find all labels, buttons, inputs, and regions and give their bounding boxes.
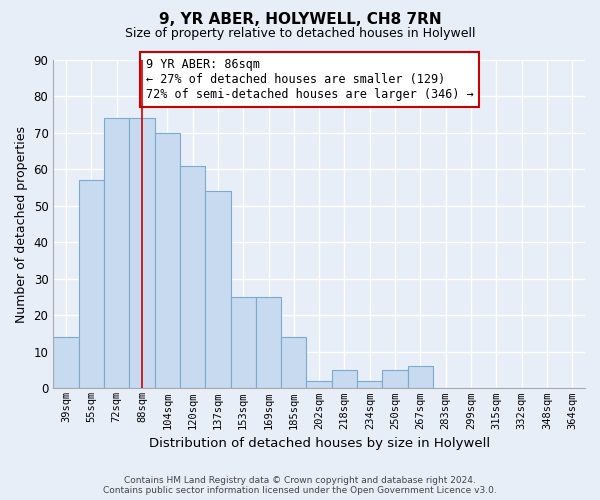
Bar [129,118,155,388]
Bar [155,133,180,388]
X-axis label: Distribution of detached houses by size in Holywell: Distribution of detached houses by size … [149,437,490,450]
Bar [230,297,256,388]
Bar [256,297,281,388]
Text: Contains HM Land Registry data © Crown copyright and database right 2024.
Contai: Contains HM Land Registry data © Crown c… [103,476,497,495]
Bar [104,118,129,388]
Text: Size of property relative to detached houses in Holywell: Size of property relative to detached ho… [125,28,475,40]
Bar [357,381,382,388]
Bar [281,338,307,388]
Bar [332,370,357,388]
Bar [382,370,408,388]
Bar [307,381,332,388]
Y-axis label: Number of detached properties: Number of detached properties [15,126,28,322]
Text: 9, YR ABER, HOLYWELL, CH8 7RN: 9, YR ABER, HOLYWELL, CH8 7RN [158,12,442,28]
Text: 9 YR ABER: 86sqm
← 27% of detached houses are smaller (129)
72% of semi-detached: 9 YR ABER: 86sqm ← 27% of detached house… [146,58,473,101]
Bar [180,166,205,388]
Bar [205,192,230,388]
Bar [79,180,104,388]
Bar [408,366,433,388]
Bar [53,338,79,388]
